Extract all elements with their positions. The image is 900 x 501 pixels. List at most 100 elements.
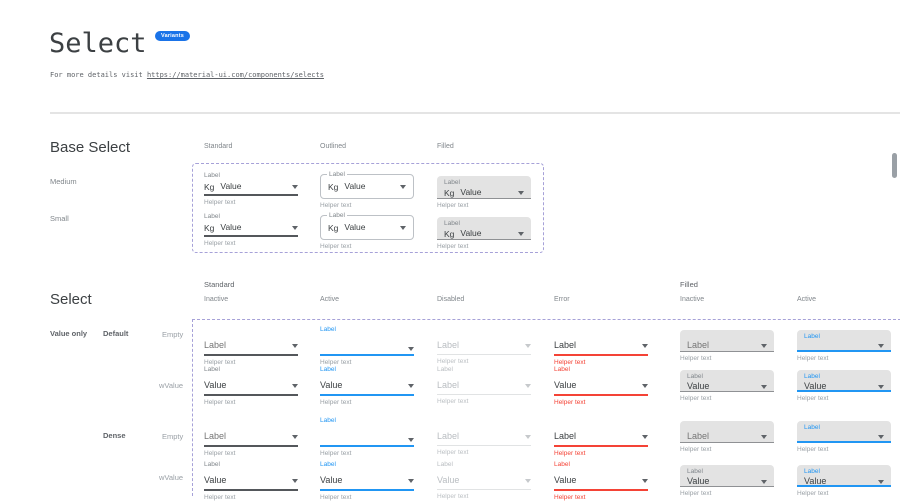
material-ui-link[interactable]: https://material-ui.com/components/selec… [146,71,324,79]
select-control[interactable]: Label [204,426,298,447]
select-filled-inactive-default-empty: Label Helper text [680,325,774,362]
select-control[interactable]: Value [320,375,414,396]
select-control[interactable]: Label [437,375,531,395]
dropdown-arrow-icon [878,384,884,389]
select-filled-active-dense-wvalue: Label Value Helper text [797,460,891,497]
vertical-scrollbar[interactable] [892,153,897,178]
select-standard-active-dense-wvalue: Label Value Helper text [320,460,414,501]
select-control[interactable]: Kg Value [204,222,298,237]
select-floating-label: Label [444,179,460,186]
select-control[interactable]: Label Kg Value [437,217,531,240]
select-filled-inactive-dense-wvalue: Label Value Helper text [680,460,774,497]
select-floating-label: Label [687,468,703,475]
select-value: Value [220,181,242,191]
select-helper-text: Helper text [437,493,469,500]
select-standard-inactive-base-medium: Label Kg Value Helper text [204,171,298,206]
select-value: Value [437,475,460,485]
select-control[interactable]: Label [204,335,298,356]
select-control[interactable]: Label [554,426,648,447]
page-title: Select [49,28,147,59]
select-floating-label: Label [804,468,820,475]
select-helper-text: Helper text [320,202,352,209]
select-value-row: Label [437,380,531,391]
select-value-row: Value [687,381,767,392]
select-standard-active-dense-empty: Label Helper text [320,416,414,457]
select-control[interactable]: Kg Value [204,181,298,196]
header-divider [50,112,900,114]
select-control[interactable]: Value [204,470,298,491]
select-value-row [320,347,414,351]
select-helper-text: Helper text [554,359,586,366]
select-helper-text: Helper text [320,450,352,457]
row-label-small: Small [50,214,69,223]
select-filled-active-default-wvalue: Label Value Helper text [797,365,891,402]
dropdown-arrow-icon [761,434,767,439]
select-helper-text: Helper text [204,240,236,247]
select-standard-active-default-empty: Label Helper text [320,325,414,366]
select-value-row: Value [204,475,298,486]
select-standard-disabled-dense-wvalue: Label Value Helper text [437,460,531,500]
dropdown-arrow-icon [761,343,767,348]
base-select-heading: Base Select [50,139,131,156]
select-matrix-dashed-container [192,319,900,496]
select-floating-label: Label [204,213,220,220]
select-control[interactable]: Label Kg Value [320,171,414,199]
select-helper-text: Helper text [680,355,712,362]
select-value-row: Kg Value [204,181,298,192]
select-outlined-inactive-base-small: Label Kg Value Helper text [320,212,414,250]
select-control[interactable]: Label [797,330,891,352]
select-control[interactable] [320,426,414,447]
select-value: Label [204,340,227,350]
group-header-standard: Standard [204,280,235,289]
dropdown-arrow-icon [525,383,531,388]
dropdown-arrow-icon [292,225,298,230]
select-helper-text: Helper text [437,243,469,250]
select-control[interactable]: Label Value [680,370,774,392]
select-value-row: Value [554,475,648,486]
row-label-default-wvalue: wValue [159,381,184,390]
select-adornment: Kg [204,222,215,233]
select-standard-inactive-dense-wvalue: Label Value Helper text [204,460,298,501]
select-standard-inactive-default-wvalue: Label Value Helper text [204,365,298,406]
select-control[interactable]: Label Kg Value [437,176,531,199]
select-helper-text: Helper text [204,399,236,406]
select-control[interactable]: Label [437,335,531,355]
select-floating-label: Label [204,366,220,373]
select-control[interactable]: Label [797,421,891,443]
select-helper-text: Helper text [554,494,586,501]
select-control[interactable]: Label Kg Value [320,212,414,240]
select-control[interactable]: Value [204,375,298,396]
row-label-default: Default [103,329,129,338]
select-outlined-inactive-base-medium: Label Kg Value Helper text [320,171,414,209]
select-control[interactable]: Value [320,470,414,491]
select-value: Value [804,476,827,486]
select-control[interactable]: Label [680,330,774,352]
select-control[interactable] [320,335,414,356]
select-adornment: Kg [328,222,339,233]
select-standard-inactive-dense-empty: Label Helper text [204,416,298,457]
select-floating-label: Label [320,417,336,424]
select-value: Label [437,380,460,390]
select-control[interactable]: Label Value [680,465,774,487]
select-helper-text: Helper text [320,243,352,250]
row-label-dense-wvalue: wValue [159,473,184,482]
dropdown-arrow-icon [525,478,531,483]
select-control[interactable]: Label Value [797,370,891,392]
select-value-row: Value [687,476,767,487]
select-control[interactable]: Label Value [797,465,891,487]
dropdown-arrow-icon [400,225,406,230]
state-header-disabled: Disabled [437,296,465,303]
select-control[interactable]: Value [554,375,648,396]
select-control[interactable]: Value [554,470,648,491]
select-helper-text: Helper text [680,446,712,453]
select-helper-text: Helper text [437,398,469,405]
dropdown-arrow-icon [761,479,767,484]
select-control[interactable]: Label [680,421,774,443]
select-value-row: Label [554,340,648,351]
select-control[interactable]: Value [437,470,531,490]
select-value: Value [344,222,366,232]
select-control[interactable]: Label [554,335,648,356]
select-helper-text: Helper text [320,359,352,366]
select-filled-active-default-empty: Label Helper text [797,325,891,362]
select-control[interactable]: Label [437,426,531,446]
